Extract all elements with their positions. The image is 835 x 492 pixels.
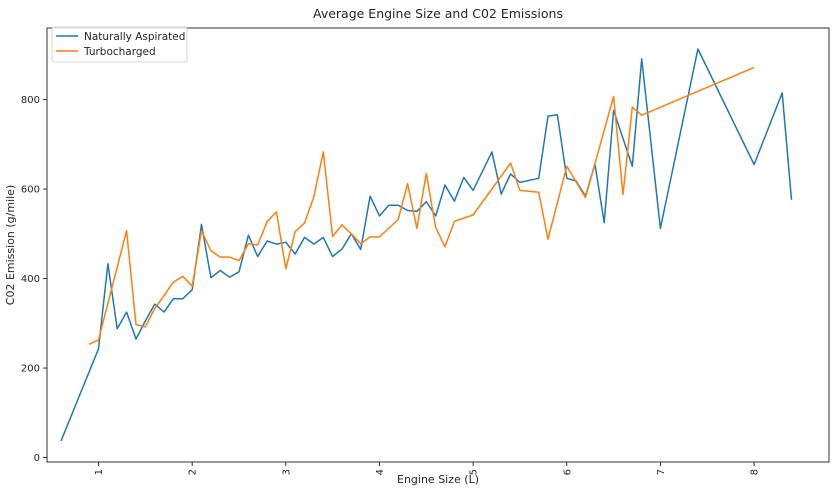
chart-title: Average Engine Size and C02 Emissions xyxy=(313,6,563,21)
series-line-naturally-aspirated xyxy=(60,48,793,442)
y-ticks: 0 200 400 600 800 xyxy=(21,95,47,464)
y-axis-label: C02 Emission (g/mile) xyxy=(4,185,17,305)
x-tick-label: 2 xyxy=(188,469,199,475)
x-tick-label: 3 xyxy=(281,469,292,475)
legend-box xyxy=(51,26,188,63)
plot-frame xyxy=(46,27,830,463)
x-tick-label: 6 xyxy=(562,469,573,475)
x-ticks: 1 2 3 4 5 6 7 8 xyxy=(94,462,761,475)
series-layer xyxy=(60,48,793,442)
x-tick-label: 7 xyxy=(656,469,667,475)
legend: Naturally Aspirated Turbocharged xyxy=(51,26,188,63)
y-tick-label: 200 xyxy=(21,364,40,375)
series-line-turbocharged xyxy=(88,66,755,345)
legend-label-naturally-aspirated: Naturally Aspirated xyxy=(84,31,185,43)
y-tick-label: 400 xyxy=(21,274,40,285)
x-axis-label: Engine Size (L) xyxy=(397,473,479,486)
x-tick-label: 4 xyxy=(375,469,386,475)
x-tick-label: 8 xyxy=(750,469,761,475)
y-tick-label: 0 xyxy=(34,453,40,464)
x-tick-label: 5 xyxy=(469,469,480,475)
x-tick-label: 1 xyxy=(94,469,105,475)
y-tick-label: 800 xyxy=(21,95,40,106)
y-tick-label: 600 xyxy=(21,185,40,196)
legend-label-turbocharged: Turbocharged xyxy=(83,46,156,58)
